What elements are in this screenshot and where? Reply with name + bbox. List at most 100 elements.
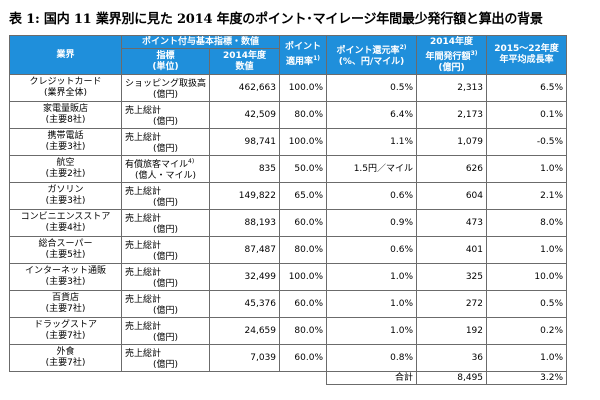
return-cell: 6.4% <box>326 101 418 129</box>
table-row: ドラッグストア (主要7社) 売上総計 (億円) 24,659 80.0% 1.0% 192 0… <box>9 317 568 345</box>
cagr-cell: 0.1% <box>486 101 568 129</box>
industry-cell: 百貨店 (主要7社) <box>9 290 122 318</box>
indicator-cell: 売上総計 (億円) <box>120 317 211 345</box>
value-cell: 24,659 <box>209 317 281 345</box>
rate-cell: 65.0% <box>279 182 328 210</box>
industry-cell: クレジットカード (業界全体) <box>9 74 122 102</box>
rate-cell: 80.0% <box>279 101 328 129</box>
total-issue: 8,495 <box>416 371 488 385</box>
value-cell: 7,039 <box>209 344 281 372</box>
return-cell: 0.5% <box>326 74 418 102</box>
industry-cell: 外食 (主要7社) <box>9 344 122 372</box>
return-cell: 1.5円／マイル <box>326 155 418 183</box>
issue-cell: 604 <box>416 182 488 210</box>
table-row: 百貨店 (主要7社) 売上総計 (億円) 45,376 60.0% 1.0% 272 0.5% <box>9 290 568 318</box>
issue-cell: 2,173 <box>416 101 488 129</box>
value-cell: 42,509 <box>209 101 281 129</box>
return-cell: 1.0% <box>326 317 418 345</box>
total-spacer <box>10 372 327 385</box>
issue-cell: 473 <box>416 209 488 237</box>
table-title: 表 1: 国内 11 業界別に見た 2014 年度のポイント･マイレージ年間最少… <box>9 12 543 27</box>
header-return: ポイント還元率2) (%、円/マイル) <box>326 35 418 75</box>
issue-cell: 1,079 <box>416 128 488 156</box>
rate-cell: 60.0% <box>279 209 328 237</box>
value-cell: 45,376 <box>209 290 281 318</box>
return-cell: 1.1% <box>326 128 418 156</box>
return-cell: 0.9% <box>326 209 418 237</box>
indicator-cell: 売上総計 (億円) <box>120 263 211 291</box>
indicator-cell: 売上総計 (億円) <box>120 290 211 318</box>
table-row: クレジットカード (業界全体) ショッピング取扱高 (億円) 462,663 100.0%… <box>9 74 568 102</box>
rate-cell: 60.0% <box>279 344 328 372</box>
indicator-cell: 売上総計 (億円) <box>120 209 211 237</box>
return-cell: 1.0% <box>326 290 418 318</box>
header-value: 2014年度 数値 <box>209 48 281 75</box>
total-cagr: 3.2% <box>486 371 568 385</box>
cagr-cell: 0.5% <box>486 290 568 318</box>
indicator-cell: 有償旅客マイル4) (億人・マイル) <box>120 155 211 183</box>
table-row: 航空 (主要2社) 有償旅客マイル4) (億人・マイル) 835 50.0% 1.5円／マイ… <box>9 155 568 183</box>
industry-cell: 携帯電話 (主要3社) <box>9 128 122 156</box>
value-cell: 98,741 <box>209 128 281 156</box>
value-cell: 835 <box>209 155 281 183</box>
header-basis-group: ポイント付与基本指標・数値 <box>120 35 281 49</box>
rate-cell: 60.0% <box>279 290 328 318</box>
value-cell: 32,499 <box>209 263 281 291</box>
cagr-cell: 1.0% <box>486 236 568 264</box>
indicator-cell: 売上総計 (億円) <box>120 182 211 210</box>
rate-cell: 80.0% <box>279 236 328 264</box>
table-row: 外食 (主要7社) 売上総計 (億円) 7,039 60.0% 0.8% 36 1.0% <box>9 344 568 372</box>
industry-cell: ドラッグストア (主要7社) <box>9 317 122 345</box>
rate-cell: 100.0% <box>279 263 328 291</box>
header-rate: ポイント 適用率1) <box>279 35 328 75</box>
cagr-cell: 10.0% <box>486 263 568 291</box>
table-row: ガソリン (主要3社) 売上総計 (億円) 149,822 65.0% 0.6% 604 2.1… <box>9 182 568 210</box>
table-row: 携帯電話 (主要3社) 売上総計 (億円) 98,741 100.0% 1.1% 1,079-… <box>9 128 568 156</box>
cagr-cell: 1.0% <box>486 155 568 183</box>
industry-cell: 総合スーパー (主要5社) <box>9 236 122 264</box>
rate-cell: 80.0% <box>279 317 328 345</box>
return-cell: 1.0% <box>326 263 418 291</box>
indicator-cell: ショッピング取扱高 (億円) <box>120 74 211 102</box>
cagr-cell: 6.5% <box>486 74 568 102</box>
indicator-cell: 売上総計 (億円) <box>120 236 211 264</box>
rate-cell: 100.0% <box>279 74 328 102</box>
cagr-cell: 2.1% <box>486 182 568 210</box>
industry-cell: 航空 (主要2社) <box>9 155 122 183</box>
header-issue: 2014年度 年間発行額3) (億円) <box>416 35 488 75</box>
indicator-cell: 売上総計 (億円) <box>120 344 211 372</box>
table-row: 総合スーパー (主要5社) 売上総計 (億円) 87,487 80.0% 0.6% 401 1.… <box>9 236 568 264</box>
value-cell: 88,193 <box>209 209 281 237</box>
issue-cell: 626 <box>416 155 488 183</box>
cagr-cell: -0.5% <box>486 128 568 156</box>
points-table: 業界 ポイント付与基本指標・数値 ポイント 適用率1) ポイント還元率2) (%… <box>9 35 568 385</box>
rate-cell: 50.0% <box>279 155 328 183</box>
total-row: 合計 8,495 3.2% <box>10 371 568 385</box>
indicator-cell: 売上総計 (億円) <box>120 128 211 156</box>
return-cell: 0.8% <box>326 344 418 372</box>
table-row: コンビニエンスストア (主要4社) 売上総計 (億円) 88,193 60.0% 0.9% 4… <box>9 209 568 237</box>
table-row: 家電量販店 (主要8社) 売上総計 (億円) 42,509 80.0% 6.4% 2,173 0… <box>9 101 568 129</box>
cagr-cell: 8.0% <box>486 209 568 237</box>
indicator-cell: 売上総計 (億円) <box>120 101 211 129</box>
issue-cell: 192 <box>416 317 488 345</box>
issue-cell: 401 <box>416 236 488 264</box>
issue-cell: 325 <box>416 263 488 291</box>
issue-cell: 2,313 <box>416 74 488 102</box>
header-cagr: 2015～22年度 年平均成長率 <box>486 35 568 75</box>
header-indicator: 指標 (単位) <box>120 48 211 75</box>
issue-cell: 272 <box>416 290 488 318</box>
cagr-cell: 0.2% <box>486 317 568 345</box>
total-label: 合計 <box>326 371 418 385</box>
cagr-cell: 1.0% <box>486 344 568 372</box>
industry-cell: ガソリン (主要3社) <box>9 182 122 210</box>
issue-cell: 36 <box>416 344 488 372</box>
return-cell: 0.6% <box>326 236 418 264</box>
industry-cell: コンビニエンスストア (主要4社) <box>9 209 122 237</box>
value-cell: 149,822 <box>209 182 281 210</box>
rate-cell: 100.0% <box>279 128 328 156</box>
industry-cell: 家電量販店 (主要8社) <box>9 101 122 129</box>
value-cell: 87,487 <box>209 236 281 264</box>
table-row: インターネット通販 (主要3社) 売上総計 (億円) 32,499 100.0% 1.0% 3… <box>9 263 568 291</box>
industry-cell: インターネット通販 (主要3社) <box>9 263 122 291</box>
